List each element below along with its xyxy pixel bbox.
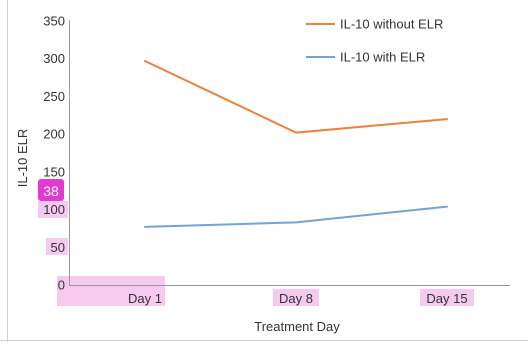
annotation-badge-box	[38, 179, 64, 201]
y-tick-label-2: 100	[43, 202, 65, 217]
x-tick-labels: Day 1 Day 8 Day 15	[128, 291, 468, 306]
y-tick-label-6: 300	[43, 51, 65, 66]
highlight-box-y50	[46, 238, 68, 255]
legend: IL-10 without ELR IL-10 with ELR	[306, 17, 443, 65]
series-line-1	[144, 205, 448, 228]
highlight-box-day1	[57, 276, 165, 306]
highlight-box-day15	[420, 289, 474, 306]
x-tick-label-0: Day 1	[128, 291, 162, 306]
x-tick-label-1: Day 8	[279, 291, 313, 306]
highlight-layer	[38, 201, 474, 306]
x-axis-title: Treatment Day	[254, 319, 340, 334]
legend-label-1: IL-10 with ELR	[340, 50, 425, 65]
series-lines	[144, 60, 448, 228]
y-tick-labels: 0 50 100 150 200 250 300 350	[43, 14, 65, 293]
y-tick-label-4: 200	[43, 127, 65, 142]
y-tick-label-3: 150	[43, 164, 65, 179]
y-axis-title: IL-10 ELR	[15, 129, 30, 188]
highlight-box-y100	[38, 201, 68, 218]
y-tick-label-5: 250	[43, 89, 65, 104]
legend-label-0: IL-10 without ELR	[340, 17, 443, 32]
annotation-badge-label: 38	[43, 183, 59, 199]
y-tick-label-0: 0	[58, 278, 65, 293]
y-tick-label-1: 50	[51, 240, 65, 255]
annotation-badge: 38	[38, 179, 64, 201]
y-tick-label-7: 350	[43, 14, 65, 29]
series-line-0	[144, 60, 448, 134]
highlight-box-day8	[273, 289, 319, 306]
x-tick-label-2: Day 15	[426, 291, 467, 306]
